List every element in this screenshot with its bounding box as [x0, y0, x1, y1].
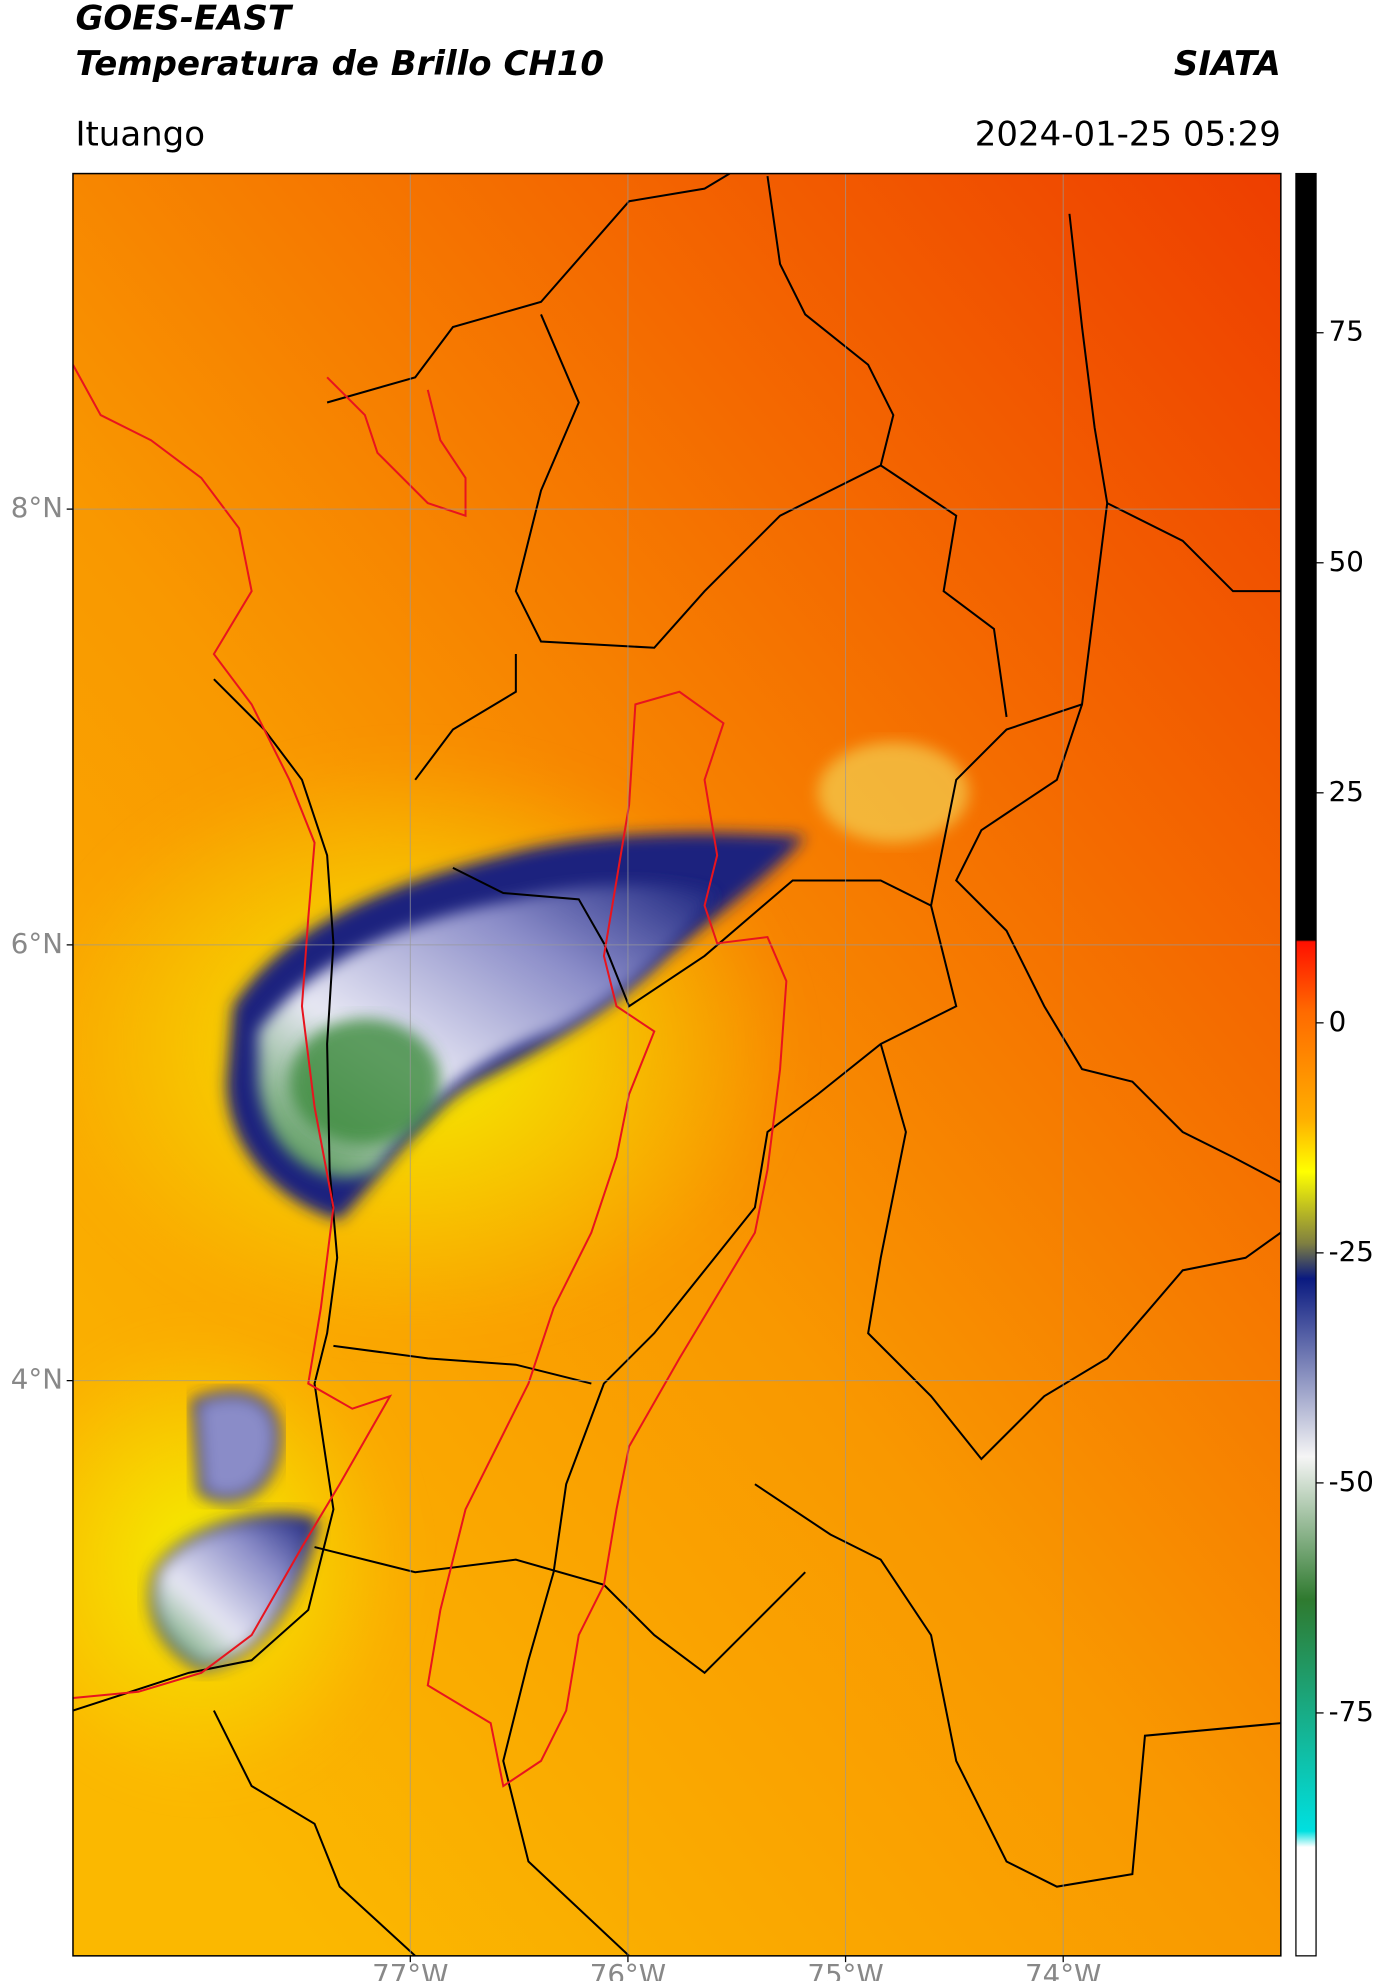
y-tick-label: 6°N: [11, 927, 63, 960]
colorbar-tick-label: -50: [1329, 1465, 1374, 1498]
location: Ituango: [75, 114, 205, 154]
y-tick-label: 8°N: [11, 491, 63, 524]
colorbar-tick-label: -75: [1329, 1695, 1374, 1728]
colorbar-tick-label: 75: [1329, 315, 1364, 348]
grid: [72, 173, 1281, 1956]
y-tick-label: 4°N: [11, 1363, 63, 1396]
datetime: 2024-01-25 05:29: [975, 114, 1281, 154]
x-tick-label: 77°W: [372, 1958, 448, 1981]
x-tick-label: 74°W: [1025, 1958, 1101, 1981]
colorbar: [1295, 172, 1317, 1957]
colorbar-tick-label: 0: [1329, 1005, 1347, 1038]
subtitle: Temperatura de Brillo CH10: [75, 44, 604, 84]
x-tick-label: 75°W: [807, 1958, 883, 1981]
source: SIATA: [1174, 44, 1281, 84]
map-frame: [72, 172, 1282, 1957]
map-image: [72, 173, 1281, 1956]
title: GOES-EAST: [75, 0, 293, 39]
colorbar-tick-label: -25: [1329, 1235, 1374, 1268]
colorbar-tick-label: 25: [1329, 775, 1364, 808]
x-tick-label: 76°W: [590, 1958, 666, 1981]
colorbar-tick-label: 50: [1329, 545, 1364, 578]
